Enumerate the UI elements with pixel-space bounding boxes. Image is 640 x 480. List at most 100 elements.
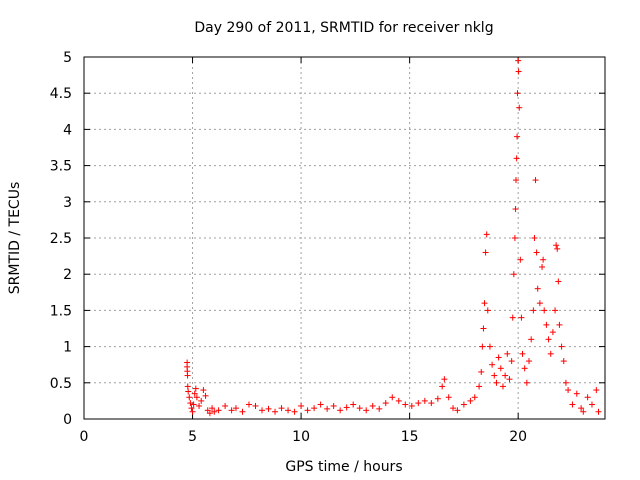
y-tick-label: 4 bbox=[63, 122, 72, 138]
data-point bbox=[502, 372, 509, 379]
data-point bbox=[460, 401, 467, 408]
data-point bbox=[202, 392, 209, 399]
data-point bbox=[554, 245, 561, 252]
data-point bbox=[402, 401, 409, 408]
data-point bbox=[467, 397, 474, 404]
data-point bbox=[324, 405, 331, 412]
data-point bbox=[549, 329, 556, 336]
data-point bbox=[508, 358, 515, 365]
data-point bbox=[515, 68, 522, 75]
data-point bbox=[495, 354, 502, 361]
data-point bbox=[569, 401, 576, 408]
data-point bbox=[578, 405, 585, 412]
data-point bbox=[259, 407, 266, 414]
data-point bbox=[509, 314, 516, 321]
data-point bbox=[516, 104, 523, 111]
data-point bbox=[480, 325, 487, 332]
data-point bbox=[481, 300, 488, 307]
data-point bbox=[558, 343, 565, 350]
data-point bbox=[512, 177, 519, 184]
data-point bbox=[363, 407, 370, 414]
data-point bbox=[454, 407, 461, 414]
data-point bbox=[337, 407, 344, 414]
data-point bbox=[211, 408, 218, 415]
data-point bbox=[553, 242, 560, 249]
data-point bbox=[536, 300, 543, 307]
data-point bbox=[573, 390, 580, 397]
data-point bbox=[491, 372, 498, 379]
data-point bbox=[185, 388, 192, 395]
data-point bbox=[206, 410, 213, 417]
data-point bbox=[278, 405, 285, 412]
data-point bbox=[482, 249, 489, 256]
data-point bbox=[415, 400, 422, 407]
data-point bbox=[265, 405, 272, 412]
data-point bbox=[580, 408, 587, 415]
data-point bbox=[245, 401, 252, 408]
data-point bbox=[556, 321, 563, 328]
x-axis-title: GPS time / hours bbox=[285, 459, 402, 475]
data-point bbox=[588, 401, 595, 408]
data-point bbox=[540, 256, 547, 263]
x-tick-label: 5 bbox=[188, 429, 197, 445]
data-point bbox=[504, 350, 511, 357]
data-point bbox=[350, 401, 357, 408]
data-point bbox=[531, 235, 538, 241]
data-point bbox=[539, 263, 546, 270]
y-tick-label: 1.5 bbox=[50, 303, 72, 319]
data-point bbox=[499, 383, 506, 390]
data-point bbox=[239, 408, 246, 415]
x-tick-label: 15 bbox=[401, 429, 419, 445]
y-tick-label: 1 bbox=[63, 340, 72, 356]
data-point bbox=[533, 249, 540, 256]
data-point bbox=[434, 395, 441, 402]
data-point bbox=[528, 336, 535, 343]
data-point bbox=[343, 404, 350, 411]
data-point bbox=[395, 397, 402, 404]
data-point bbox=[376, 405, 383, 412]
data-point bbox=[476, 383, 483, 390]
data-point bbox=[190, 401, 197, 408]
data-point bbox=[519, 350, 526, 357]
data-point bbox=[530, 307, 537, 314]
data-point bbox=[484, 307, 491, 314]
x-tick-label: 20 bbox=[509, 429, 527, 445]
data-point bbox=[506, 376, 513, 383]
data-point bbox=[272, 408, 279, 415]
data-point bbox=[215, 407, 222, 414]
data-point bbox=[198, 397, 205, 404]
data-point bbox=[184, 383, 191, 390]
data-point bbox=[541, 307, 548, 314]
data-point bbox=[514, 133, 521, 140]
data-point bbox=[523, 379, 530, 386]
data-point bbox=[532, 177, 539, 184]
data-point bbox=[232, 405, 239, 412]
data-point bbox=[493, 379, 500, 386]
data-point bbox=[441, 376, 448, 383]
y-tick-label: 3 bbox=[63, 195, 72, 211]
data-point bbox=[285, 407, 292, 414]
data-point bbox=[479, 343, 486, 350]
data-point bbox=[298, 402, 305, 409]
data-point bbox=[450, 405, 457, 412]
data-point bbox=[189, 408, 196, 415]
data-point bbox=[511, 235, 518, 241]
data-point bbox=[188, 405, 195, 412]
grid-layer bbox=[84, 57, 605, 419]
data-point bbox=[317, 401, 324, 408]
data-point bbox=[196, 402, 203, 409]
data-point bbox=[382, 400, 389, 407]
data-point bbox=[497, 365, 504, 372]
data-point bbox=[514, 90, 521, 97]
data-point bbox=[193, 394, 200, 401]
data-point bbox=[187, 400, 194, 407]
data-point bbox=[369, 402, 376, 409]
x-tick-label: 0 bbox=[80, 429, 89, 445]
data-point bbox=[510, 271, 517, 278]
data-point bbox=[439, 383, 446, 390]
data-point bbox=[428, 400, 435, 407]
y-tick-label: 4.5 bbox=[50, 86, 72, 102]
data-point bbox=[517, 256, 524, 263]
